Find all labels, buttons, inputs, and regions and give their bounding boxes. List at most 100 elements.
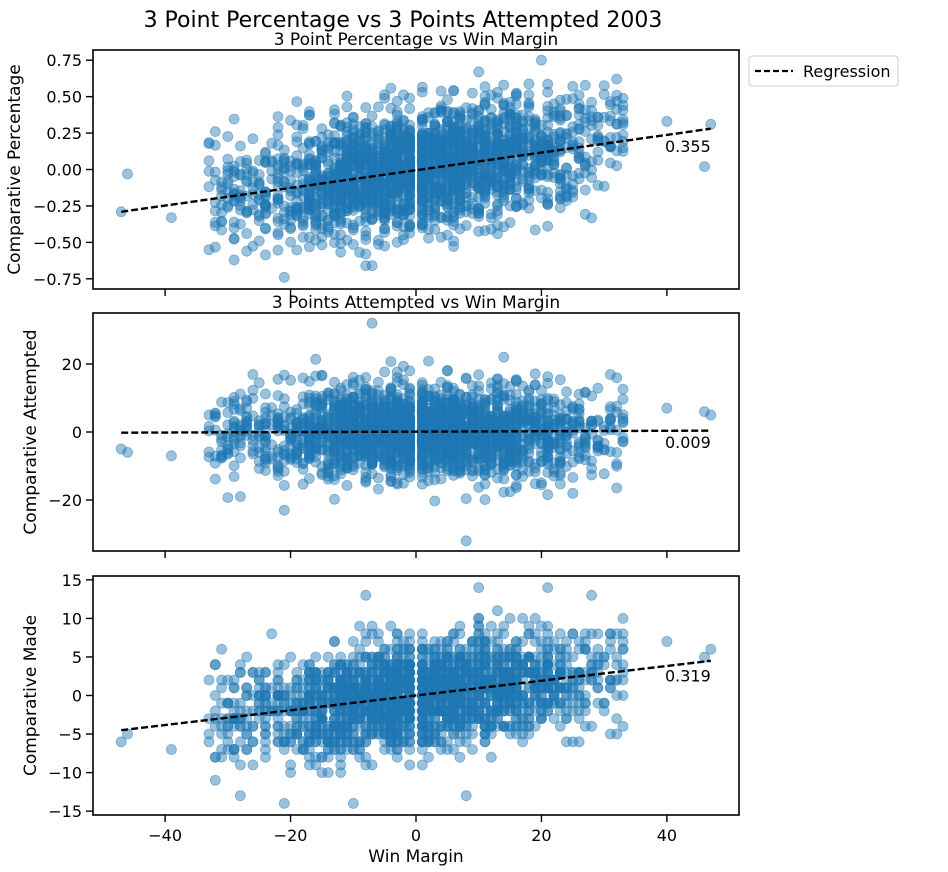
scatter-point	[466, 465, 478, 477]
scatter-point	[554, 416, 566, 427]
scatter-point	[479, 494, 491, 506]
scatter-point	[303, 473, 315, 484]
scatter-point	[165, 450, 177, 462]
scatter-point	[473, 380, 485, 392]
y-axis-label: Comparative Attempted	[21, 329, 41, 534]
scatter-point	[510, 482, 522, 494]
scatter-point	[573, 109, 585, 121]
y-tick-label: −0.50	[33, 233, 82, 252]
scatter-point	[492, 167, 503, 178]
scatter-point	[372, 125, 384, 137]
scatter-point	[379, 158, 391, 170]
scatter-point	[611, 460, 623, 472]
scatter-point	[441, 438, 453, 450]
scatter-point	[542, 489, 554, 501]
legend-regression-label: Regression	[803, 62, 891, 81]
scatter-point	[234, 140, 246, 152]
scatter-point	[485, 411, 497, 423]
scatter-point	[548, 156, 560, 168]
scatter-point	[510, 131, 522, 143]
scatter-point	[329, 493, 340, 505]
scatter-point	[404, 448, 416, 460]
scatter-point	[485, 223, 497, 235]
scatter-point	[391, 392, 403, 403]
scatter-point	[222, 492, 234, 504]
scatter-point	[504, 165, 516, 177]
scatter-point	[492, 383, 503, 395]
scatter-point	[366, 214, 378, 226]
scatter-point	[579, 184, 591, 196]
scatter-point	[617, 100, 629, 111]
scatter-point	[661, 402, 673, 414]
scatter-point	[448, 154, 460, 166]
scatter-point	[366, 317, 378, 329]
legend-frame	[748, 55, 899, 87]
plot-panel-percentage: 0.750.500.250.00−0.25−0.50−0.753 Point P…	[5, 30, 740, 296]
scatter-point	[316, 131, 328, 143]
scatter-point	[297, 142, 309, 154]
scatter-point	[416, 449, 428, 461]
scatter-point	[297, 463, 309, 475]
scatter-point	[391, 420, 403, 432]
scatter-point	[285, 209, 297, 221]
scatter-point	[260, 199, 271, 211]
scatter-point	[441, 365, 453, 377]
scatter-point	[435, 85, 447, 97]
scatter-point	[385, 186, 397, 197]
scatter-point	[404, 467, 416, 479]
scatter-point	[517, 395, 528, 407]
y-tick-label: −0.75	[33, 270, 82, 289]
scatter-point	[391, 142, 403, 154]
scatter-point	[253, 415, 265, 427]
scatter-point	[435, 473, 447, 485]
y-tick-label: −0.25	[33, 197, 82, 216]
scatter-point	[416, 195, 428, 207]
scatter-point	[504, 395, 516, 406]
scatter-point	[416, 387, 428, 399]
scatter-point	[611, 73, 623, 85]
scatter-point	[366, 443, 378, 455]
scatter-point	[234, 169, 246, 181]
scatter-point	[209, 216, 221, 228]
scatter-point	[529, 159, 541, 171]
scatter-point	[216, 199, 228, 211]
scatter-point	[542, 371, 554, 383]
scatter-point	[122, 168, 133, 180]
scatter-point	[586, 455, 597, 467]
scatter-point	[404, 179, 416, 191]
scatter-point	[498, 221, 510, 233]
scatter-point	[523, 420, 535, 432]
scatter-point	[573, 173, 585, 185]
scatter-point	[398, 477, 409, 489]
scatter-point	[335, 121, 347, 132]
scatter-point	[266, 155, 278, 167]
scatter-point	[492, 140, 503, 152]
scatter-point	[404, 210, 416, 222]
scatter-point	[297, 201, 309, 213]
scatter-point	[517, 116, 528, 128]
scatter-point	[592, 179, 604, 191]
scatter-point	[354, 246, 366, 258]
scatter-point	[611, 447, 623, 458]
scatter-point	[492, 449, 503, 461]
scatter-point	[404, 439, 416, 450]
scatter-point	[473, 423, 485, 435]
scatter-point	[391, 407, 403, 419]
scatter-point	[372, 176, 384, 188]
scatter-point	[341, 166, 353, 177]
scatter-point	[222, 165, 234, 177]
y-tick-label: 0.00	[46, 161, 82, 180]
scatter-point	[404, 382, 416, 394]
scatter-point	[605, 115, 616, 127]
scatter-point	[548, 401, 560, 413]
scatter-point	[228, 113, 240, 125]
scatter-point	[567, 487, 579, 499]
scatter-point	[416, 177, 428, 189]
scatter-point	[354, 156, 366, 168]
scatter-point	[416, 377, 428, 389]
scatter-point	[278, 271, 290, 283]
scatter-point	[360, 383, 372, 395]
scatter-point	[542, 101, 554, 112]
scatter-point	[316, 141, 328, 153]
scatter-point	[322, 387, 334, 399]
